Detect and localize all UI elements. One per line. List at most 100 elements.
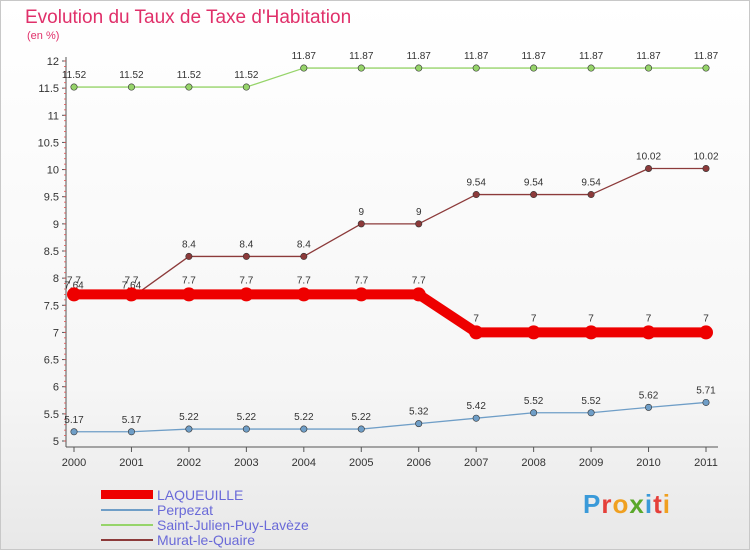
x-tick-label: 2011 [694, 457, 718, 469]
data-label: 10.02 [636, 151, 661, 162]
data-point [185, 252, 193, 260]
data-label: 9 [358, 207, 364, 218]
data-label: 8.4 [239, 239, 253, 250]
x-tick-label: 2009 [579, 457, 603, 469]
y-tick-label: 7.5 [44, 300, 59, 312]
data-point [70, 428, 78, 436]
y-tick-label: 9.5 [44, 192, 59, 204]
legend-swatch [101, 508, 153, 511]
data-label: 7.7 [354, 275, 368, 286]
data-point [124, 287, 139, 302]
data-label: 11.52 [119, 70, 144, 81]
chart-title: Evolution du Taux de Taxe d'Habitation [25, 7, 352, 28]
data-point [587, 64, 595, 72]
data-point [530, 64, 538, 72]
data-label: 9 [416, 207, 422, 218]
data-label: 5.32 [409, 407, 429, 418]
legend-item: Saint-Julien-Puy-Lavèze [101, 516, 309, 533]
data-point [645, 164, 653, 172]
y-tick-label: 10 [47, 165, 59, 177]
data-point [530, 409, 538, 417]
y-tick-label: 6 [53, 382, 59, 394]
data-label: 11.52 [177, 70, 202, 81]
data-label: 8.4 [182, 239, 196, 250]
legend-label: LAQUEUILLE [157, 486, 244, 503]
series-line-2 [73, 67, 707, 88]
y-tick-label: 7 [53, 327, 59, 339]
data-point [239, 287, 254, 302]
data-label: 7.7 [412, 275, 426, 286]
data-point [242, 83, 250, 91]
x-tick-label: 2007 [464, 457, 488, 469]
y-tick-label: 11.5 [38, 83, 59, 95]
data-point [415, 220, 423, 228]
data-label: 5.52 [524, 396, 544, 407]
x-tick-label: 2003 [234, 457, 258, 469]
legend-swatch [101, 523, 153, 526]
data-label: 7.64 [122, 281, 142, 292]
y-tick-label: 11 [48, 110, 59, 122]
data-point [469, 325, 484, 340]
data-point [702, 398, 710, 406]
data-label: 7.7 [125, 275, 139, 286]
data-point [67, 287, 81, 302]
legend-item: Murat-le-Quaire [101, 531, 309, 548]
data-point [127, 83, 135, 91]
series-line-3 [73, 167, 707, 299]
data-point [702, 64, 710, 72]
data-label: 5.71 [696, 385, 716, 396]
data-point [415, 420, 423, 428]
legend-label: Saint-Julien-Puy-Lavèze [157, 516, 309, 533]
data-label: 7.7 [182, 275, 196, 286]
data-label: 11.52 [234, 70, 259, 81]
data-point [645, 64, 653, 72]
x-tick-label: 2006 [406, 457, 430, 469]
data-label: 7 [703, 313, 709, 324]
data-label: 7 [473, 313, 479, 324]
x-tick-label: 2004 [292, 457, 316, 469]
data-point [587, 409, 595, 417]
data-label: 5.22 [294, 412, 314, 423]
y-tick-label: 5.5 [44, 409, 59, 421]
data-point [472, 64, 480, 72]
data-point [300, 252, 308, 260]
data-point [357, 64, 365, 72]
data-label: 5.42 [466, 401, 486, 412]
data-point [530, 191, 538, 199]
data-label: 11.87 [579, 51, 604, 62]
data-label: 11.87 [464, 51, 489, 62]
y-tick-label: 5 [53, 436, 59, 448]
data-label: 11.87 [694, 51, 719, 62]
data-point [702, 164, 710, 172]
y-tick-label: 6.5 [44, 355, 59, 367]
data-point [641, 325, 656, 340]
logo-letter: i [644, 489, 654, 519]
data-point [296, 287, 311, 302]
data-label: 11.87 [521, 51, 546, 62]
data-point [411, 287, 426, 302]
data-point [526, 325, 541, 340]
data-label: 7 [588, 313, 594, 324]
data-label: 11.87 [636, 51, 661, 62]
data-label: 11.87 [407, 51, 432, 62]
series-line-1 [73, 401, 707, 433]
legend-label: Murat-le-Quaire [157, 531, 256, 548]
x-tick-label: 2008 [521, 457, 545, 469]
data-point [181, 287, 196, 302]
data-point [699, 325, 713, 340]
data-label: 5.17 [64, 415, 84, 426]
data-label: 7 [531, 313, 537, 324]
data-point [472, 191, 480, 199]
data-label: 7 [646, 313, 652, 324]
y-tick-label: 8.5 [44, 246, 59, 258]
data-label: 8.4 [297, 239, 311, 250]
data-label: 5.17 [122, 415, 142, 426]
legend-swatch [101, 490, 153, 499]
logo-letter: x [629, 489, 645, 519]
x-tick-label: 2002 [177, 457, 201, 469]
data-point [415, 64, 423, 72]
data-point [70, 83, 78, 91]
logo-letter: t [653, 489, 663, 519]
data-point [185, 425, 193, 433]
data-label: 5.62 [639, 390, 659, 401]
